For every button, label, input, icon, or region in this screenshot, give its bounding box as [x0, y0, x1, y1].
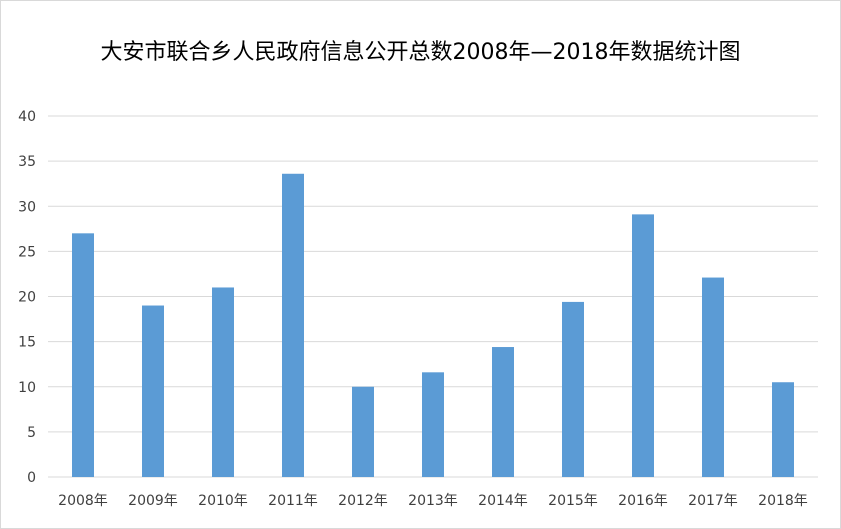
y-tick-label: 0 [27, 470, 36, 486]
x-category-label: 2016年 [618, 493, 668, 509]
bar-3 [282, 173, 304, 477]
bars [72, 173, 794, 477]
bar-7 [562, 301, 584, 477]
y-tick-label: 15 [18, 335, 36, 351]
bar-10 [772, 382, 794, 477]
x-category-label: 2017年 [688, 493, 738, 509]
bar-4 [352, 386, 374, 477]
x-category-label: 2012年 [338, 493, 388, 509]
y-tick-label: 10 [18, 380, 36, 396]
y-tick-label: 40 [18, 109, 36, 125]
bar-0 [72, 233, 94, 477]
x-category-label: 2010年 [198, 493, 248, 509]
x-category-label: 2011年 [268, 493, 318, 509]
x-category-label: 2018年 [758, 493, 808, 509]
bar-6 [492, 347, 514, 477]
x-axis-labels: 2008年 2009年 2010年 2011年 2012年 2013年 2014年 2015年… [58, 493, 808, 509]
bar-9 [702, 277, 724, 477]
bar-2 [212, 287, 234, 477]
x-category-label: 2013年 [408, 493, 458, 509]
bar-8 [632, 214, 654, 477]
y-axis-ticks: 0 5 10 15 20 25 30 35 40 [18, 109, 36, 486]
chart-title: 大安市联合乡人民政府信息公开总数2008年—2018年数据统计图 [100, 40, 741, 65]
y-tick-label: 20 [18, 290, 36, 306]
y-tick-label: 30 [18, 199, 36, 215]
bar-1 [142, 305, 164, 477]
x-category-label: 2014年 [478, 493, 528, 509]
x-category-label: 2015年 [548, 493, 598, 509]
y-tick-label: 5 [27, 425, 36, 441]
y-tick-label: 35 [18, 154, 36, 170]
y-tick-label: 25 [18, 244, 36, 260]
bar-5 [422, 372, 444, 477]
x-category-label: 2009年 [128, 493, 178, 509]
x-category-label: 2008年 [58, 493, 108, 509]
